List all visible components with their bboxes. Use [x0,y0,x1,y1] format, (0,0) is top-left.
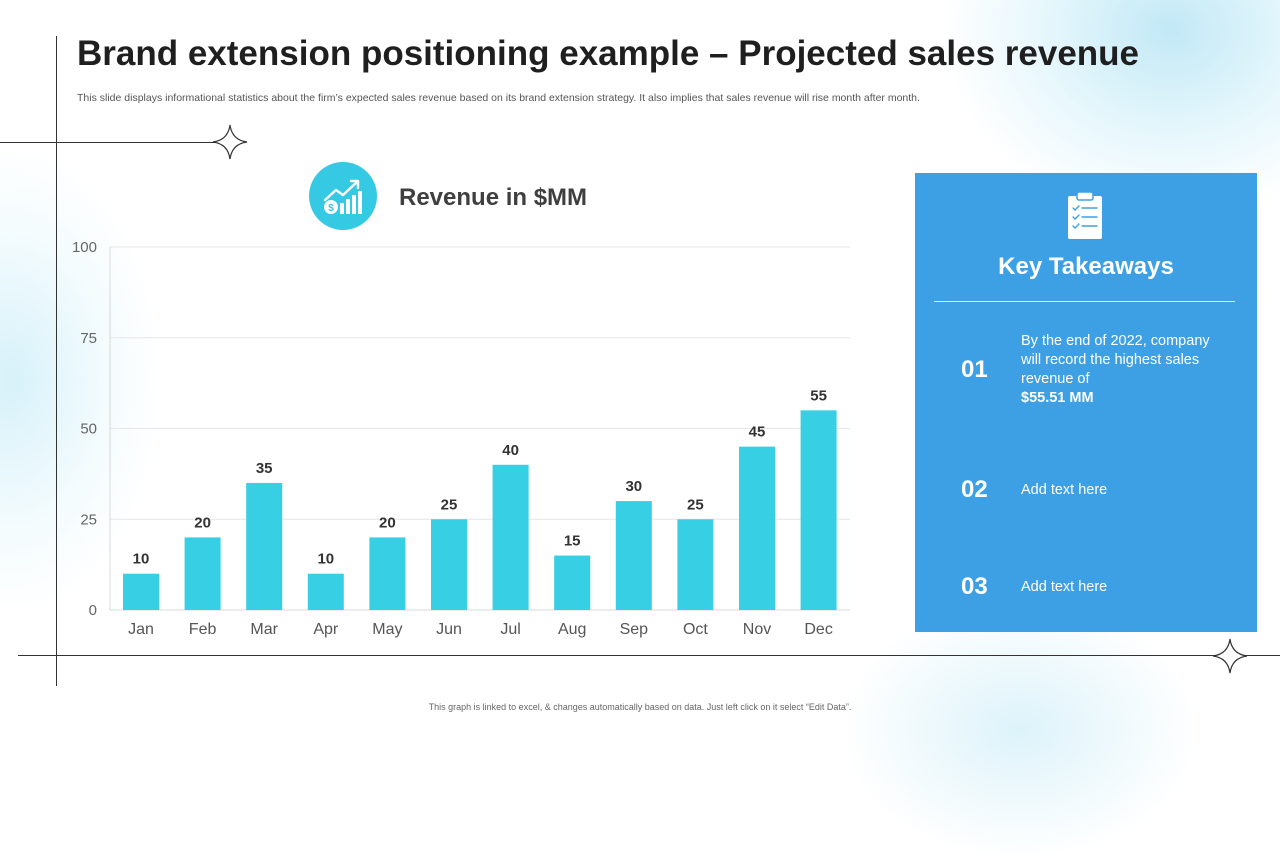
y-tick-label: 100 [72,239,97,256]
key-takeaways-panel: Key Takeaways 01 By the end of 2022, com… [915,173,1257,632]
y-tick-label: 50 [80,421,97,438]
bar-value-label: 20 [379,514,396,531]
takeaway-number: 03 [961,573,988,600]
bar [307,573,344,610]
x-tick-label: Jun [436,621,462,638]
x-tick-label: Jan [128,621,154,638]
decor-top-line [0,142,230,143]
bar [431,519,467,610]
bar [615,501,652,610]
takeaways-divider [934,301,1235,302]
takeaway-text[interactable]: Add text here [1021,579,1108,595]
sparkle-star-icon [1212,638,1248,674]
bar [369,537,406,610]
x-tick-label: May [372,621,402,638]
clipboard-checklist-icon [1068,191,1102,239]
bar [246,482,283,610]
bar-value-label: 20 [194,514,211,531]
bar [554,555,591,610]
x-tick-label: Apr [313,621,339,638]
x-tick-label: Jul [500,621,520,638]
bar-value-label: 35 [256,460,273,477]
revenue-bar-chart: 0 25 50 75 100 10 Jan 20 Feb 35 Mar 10 Apr 20 May 25 Jun… [72,239,850,638]
x-tick-label: Aug [558,621,586,638]
takeaway-text[interactable]: Add text here [1021,482,1108,498]
x-tick-label: Mar [250,621,278,638]
bar-value-label: 40 [502,442,519,459]
x-tick-label: Nov [743,621,771,638]
takeaway-number: 01 [961,356,988,383]
bar-value-label: 45 [749,424,766,441]
slide-title: Brand extension positioning example – Pr… [77,34,1140,73]
bar-value-label: 55 [810,387,827,404]
takeaway-text-body: By the end of 2022, company will record … [1021,333,1210,387]
decor-bottom-line [18,655,1280,656]
bar-value-label: 10 [317,551,334,568]
x-tick-label: Oct [683,621,708,638]
y-tick-label: 0 [89,602,97,619]
x-tick-label: Sep [620,621,649,638]
bar [492,464,529,610]
bar-value-label: 15 [564,533,581,550]
x-tick-label: Feb [189,621,217,638]
chart-title: Revenue in $MM [399,184,588,211]
bar [677,519,714,610]
bar-value-label: 10 [133,551,150,568]
takeaway-number: 02 [961,476,988,503]
bar-value-label: 30 [625,478,642,495]
slide-subtitle: This slide displays informational statis… [77,92,920,104]
key-takeaways-title: Key Takeaways [998,253,1174,280]
bar [123,573,159,610]
money-bag-growth-chart-icon: $ [309,162,377,230]
svg-text:$: $ [328,203,334,214]
y-tick-label: 25 [80,511,97,528]
x-tick-label: Dec [804,621,832,638]
footnote: This graph is linked to excel, & changes… [428,702,852,712]
bar-value-label: 25 [441,496,458,513]
bar-value-label: 25 [687,496,704,513]
bar [800,410,837,610]
sparkle-star-icon [212,124,248,160]
y-tick-label: 75 [80,330,97,347]
bar [739,446,775,610]
takeaway-highlight: $55.51 MM [1021,390,1094,406]
decor-vertical-line [56,36,57,686]
takeaway-text: By the end of 2022, company will record … [1021,332,1221,408]
bar [184,537,221,610]
